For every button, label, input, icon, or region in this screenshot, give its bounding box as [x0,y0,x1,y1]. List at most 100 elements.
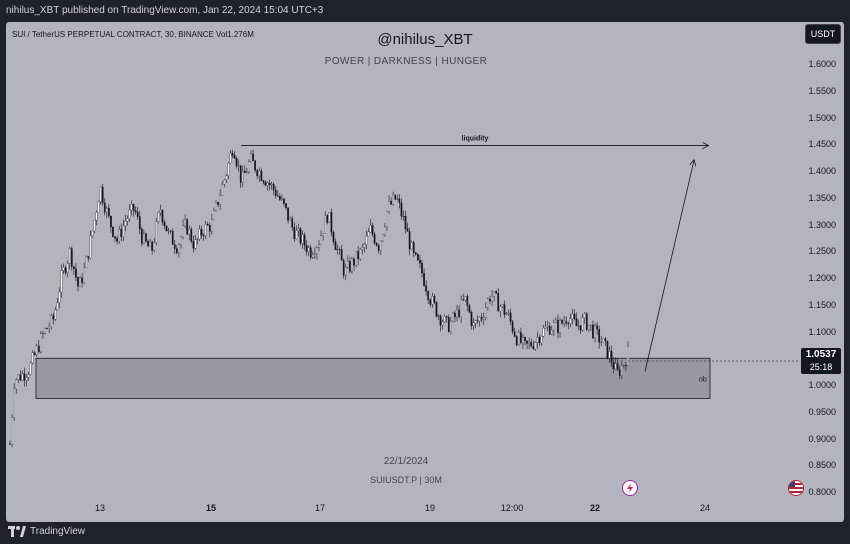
candle-body [200,229,203,236]
candle-body [324,215,327,234]
candle-body [15,379,18,390]
candle-body [452,312,454,322]
candle-body [243,171,246,174]
candle-body [206,224,209,226]
candle-body [400,202,403,217]
candle-body [70,248,73,267]
candle-body [464,296,467,300]
candle-body [379,240,382,251]
candle-body [21,373,24,381]
y-tick-label: 1.5500 [808,85,836,96]
x-tick-label: 17 [314,503,326,513]
candle-body [31,352,34,364]
candle-body [25,377,28,381]
candle-body [85,256,88,269]
candle-body [487,298,489,308]
candle-body [293,227,296,240]
candle-body [219,195,221,206]
candle-body [357,251,359,260]
candle-body [497,293,500,312]
candle-body [557,319,559,333]
candle-body [625,365,627,367]
candle-body [289,218,292,221]
candle-body [285,203,287,208]
currency-button[interactable]: USDT [805,24,841,44]
candle-body [64,267,67,273]
candle-body [608,351,611,359]
candle-body [567,323,570,325]
candle-body [124,220,127,226]
candle-body [322,233,324,236]
candle-body [505,313,508,315]
candle-body [202,235,205,237]
candle-body [443,316,446,323]
candle-body [77,277,79,287]
candle-body [33,352,36,355]
candle-body [27,374,30,378]
candle-body [585,313,588,330]
candle-body [147,241,149,247]
candle-body [239,165,242,183]
candle-body [373,234,376,244]
candle-body [93,220,96,232]
footer-bar: TradingView [0,522,850,544]
order-block-zone[interactable] [35,357,711,399]
candle-body [87,256,90,259]
candle-body [89,235,92,259]
candle-body [136,211,139,217]
projection-arrow[interactable] [644,160,694,372]
candle-body [163,221,166,226]
candle-body [466,296,469,306]
candle-body [425,285,427,292]
candle-body [311,254,314,258]
symbol-info[interactable]: SUI / TetherUS PERPETUAL CONTRACT, 30, B… [12,30,254,39]
chart-area[interactable] [6,22,844,522]
candle-body [35,345,38,355]
candle-body [499,306,502,312]
candle-body [569,318,572,324]
candle-body [439,315,442,326]
candle-body [221,184,224,196]
candle-body [392,194,395,205]
candle-body [414,252,417,255]
candle-body [217,202,219,206]
candle-body [97,201,100,213]
candle-body [52,315,55,320]
candle-body [437,315,440,317]
candle-body [241,171,244,183]
candle-body [29,362,32,375]
candle-body [456,309,458,318]
y-tick-label: 0.8000 [808,487,836,497]
candle-body [79,277,81,287]
candle-body [384,226,386,235]
candle-body [524,336,526,342]
candle-body [616,363,619,370]
candle-body [299,228,302,244]
x-tick-label: 24 [699,503,711,513]
candle-body [237,165,240,167]
flag-icon[interactable] [788,480,804,496]
candle-body [555,319,557,323]
y-tick-label: 1.2500 [808,246,836,257]
candle-body [211,219,213,232]
watermark-date: 22/1/2024 [383,456,429,467]
y-tick-label: 1.2000 [808,273,836,283]
brand-name: TradingView [30,526,86,537]
candle-body [44,328,46,334]
candle-body [565,321,568,324]
candle-body [592,324,594,339]
candle-body [233,154,236,159]
candle-body [435,302,438,317]
lightning-icon[interactable] [622,480,638,496]
publisher-header: nihilus_XBT published on TradingView.com… [0,0,850,22]
candle-body [482,317,485,320]
candle-body [229,152,232,164]
candle-body [192,241,195,249]
candle-body [149,241,151,247]
candle-body [40,333,42,353]
candle-body [204,224,207,236]
candle-body [546,325,549,328]
tradingview-logo[interactable]: TradingView [8,526,85,537]
candle-body [355,251,357,266]
